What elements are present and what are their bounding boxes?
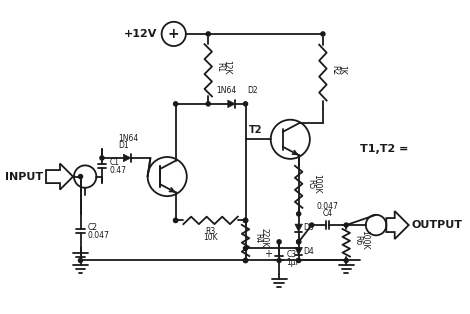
Circle shape [243, 258, 248, 263]
Text: 220K: 220K [259, 228, 268, 247]
Circle shape [243, 218, 248, 222]
Circle shape [173, 218, 178, 222]
Circle shape [243, 218, 248, 222]
Circle shape [310, 223, 314, 227]
Polygon shape [295, 224, 302, 232]
Circle shape [344, 223, 348, 227]
Circle shape [243, 258, 248, 263]
Text: C2: C2 [88, 223, 98, 232]
Text: R2: R2 [330, 65, 339, 75]
Text: 0.047: 0.047 [88, 231, 110, 240]
Circle shape [297, 212, 301, 216]
Circle shape [321, 32, 325, 36]
Text: 100K: 100K [313, 174, 321, 194]
Text: R5: R5 [306, 179, 315, 189]
Text: 1N64: 1N64 [118, 134, 138, 143]
Polygon shape [295, 247, 302, 255]
Text: D2: D2 [247, 86, 258, 95]
Circle shape [297, 240, 301, 244]
Text: +12V: +12V [124, 29, 157, 39]
Polygon shape [124, 154, 131, 162]
Circle shape [78, 258, 83, 263]
Text: C3: C3 [287, 250, 297, 259]
Circle shape [206, 32, 210, 36]
Text: R6: R6 [354, 235, 363, 245]
Circle shape [173, 218, 178, 222]
Text: INPUT: INPUT [5, 171, 43, 181]
Text: 0.047: 0.047 [317, 202, 338, 211]
Circle shape [277, 258, 281, 263]
Text: 10K: 10K [203, 233, 218, 242]
Circle shape [243, 102, 248, 106]
Text: 1μF: 1μF [287, 258, 300, 267]
Text: 0.47: 0.47 [110, 166, 126, 175]
Text: R1: R1 [216, 62, 225, 73]
Circle shape [78, 175, 83, 179]
Circle shape [206, 102, 210, 106]
Text: D4: D4 [303, 247, 314, 256]
Circle shape [100, 156, 104, 160]
Text: D3: D3 [303, 223, 314, 232]
Circle shape [344, 258, 348, 263]
Text: 12K: 12K [222, 60, 231, 75]
Circle shape [243, 218, 248, 222]
Text: 1K: 1K [337, 65, 346, 75]
Text: C1: C1 [110, 158, 119, 167]
Text: T1,T2 =: T1,T2 = [360, 143, 408, 154]
Circle shape [297, 240, 301, 244]
Text: D1: D1 [118, 141, 128, 149]
Circle shape [297, 258, 301, 263]
Text: 100K: 100K [360, 230, 369, 250]
Text: T2: T2 [249, 125, 262, 135]
Circle shape [243, 246, 248, 251]
Circle shape [277, 240, 281, 244]
Text: R4: R4 [253, 233, 262, 243]
Text: OUTPUT: OUTPUT [411, 220, 462, 230]
Polygon shape [228, 100, 235, 108]
Circle shape [173, 102, 178, 106]
Text: 1N64: 1N64 [216, 86, 236, 95]
Text: C4: C4 [322, 208, 333, 218]
Text: R3: R3 [205, 227, 216, 236]
Text: +: + [168, 27, 180, 41]
Text: +: + [264, 249, 272, 259]
